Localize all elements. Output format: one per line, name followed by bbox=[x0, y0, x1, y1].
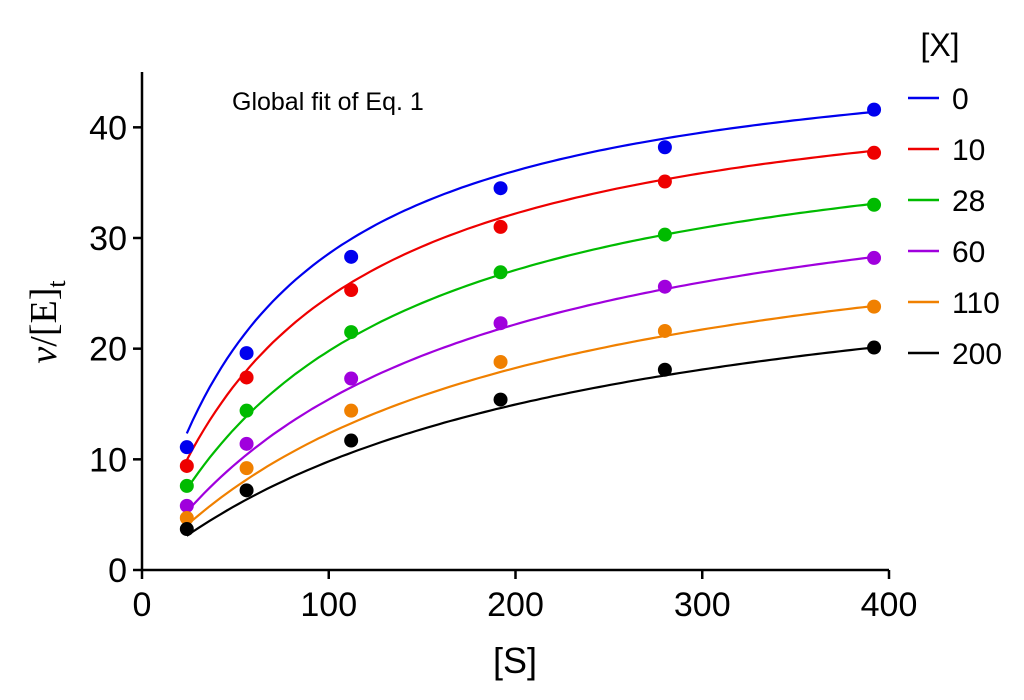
legend-label-110: 110 bbox=[952, 287, 1000, 320]
legend-label-60: 60 bbox=[952, 236, 985, 269]
fit-curve-0 bbox=[185, 110, 875, 434]
data-point-200 bbox=[344, 433, 359, 448]
legend: 0 10 28 60 110 200 bbox=[908, 83, 1002, 371]
data-point-60 bbox=[239, 436, 254, 451]
fit-curve-10 bbox=[185, 149, 875, 461]
x-tick-label: 100 bbox=[300, 586, 357, 624]
data-point-0 bbox=[344, 249, 359, 264]
data-point-200 bbox=[657, 362, 672, 377]
data-point-60 bbox=[344, 371, 359, 386]
data-point-110 bbox=[179, 510, 194, 525]
data-point-110 bbox=[344, 403, 359, 418]
y-tick-label: 40 bbox=[89, 109, 127, 147]
y-tick-label: 0 bbox=[108, 552, 127, 590]
data-point-60 bbox=[493, 316, 508, 331]
legend-label-0: 0 bbox=[952, 83, 969, 116]
y-tick-label: 30 bbox=[89, 220, 127, 258]
data-point-110 bbox=[493, 354, 508, 369]
data-points bbox=[179, 102, 882, 537]
data-point-10 bbox=[344, 283, 359, 298]
x-axis-label: [S] bbox=[493, 640, 537, 681]
fit-curve-200 bbox=[186, 346, 875, 537]
legend-label-28: 28 bbox=[952, 185, 985, 218]
data-point-28 bbox=[344, 325, 359, 340]
data-point-28 bbox=[179, 478, 194, 493]
data-point-0 bbox=[239, 346, 254, 361]
data-point-0 bbox=[179, 440, 194, 455]
data-point-0 bbox=[657, 140, 672, 155]
fit-curve-60 bbox=[185, 255, 875, 513]
annotation: Global fit of Eq. 1 bbox=[232, 88, 424, 116]
data-point-200 bbox=[493, 392, 508, 407]
data-point-200 bbox=[239, 483, 254, 498]
y-tick-label: 10 bbox=[89, 441, 127, 479]
y-axis-label-sep: /[E] bbox=[23, 288, 65, 347]
data-point-10 bbox=[493, 219, 508, 234]
data-point-0 bbox=[493, 181, 508, 196]
legend-title: [X] bbox=[920, 27, 959, 63]
data-point-60 bbox=[657, 279, 672, 294]
x-tick-label: 400 bbox=[861, 586, 918, 624]
data-point-110 bbox=[867, 299, 882, 314]
data-point-200 bbox=[867, 340, 882, 355]
y-axis-label-sub: t bbox=[42, 280, 71, 288]
y-tick-label: 20 bbox=[89, 331, 127, 369]
x-tick-label: 200 bbox=[487, 586, 544, 624]
y-axis-label: v/[E]t bbox=[23, 280, 71, 364]
data-point-10 bbox=[239, 370, 254, 385]
data-point-60 bbox=[179, 498, 194, 513]
fit-curve-28 bbox=[185, 202, 875, 490]
data-point-110 bbox=[657, 323, 672, 338]
x-tick-label: 300 bbox=[674, 586, 731, 624]
data-point-28 bbox=[493, 265, 508, 280]
data-point-28 bbox=[657, 227, 672, 242]
data-point-10 bbox=[179, 458, 194, 473]
x-tick-label: 0 bbox=[133, 586, 152, 624]
fit-curve-110 bbox=[186, 304, 875, 527]
data-point-200 bbox=[179, 522, 194, 537]
data-point-10 bbox=[867, 145, 882, 160]
data-point-0 bbox=[867, 102, 882, 117]
legend-label-200: 200 bbox=[952, 338, 1002, 371]
legend-label-10: 10 bbox=[952, 134, 985, 167]
axis-ticks: 0 100 200 300 400 0 10 20 30 40 bbox=[89, 109, 917, 624]
y-axis-label-main: v bbox=[23, 347, 65, 364]
fit-curves bbox=[185, 110, 875, 537]
data-point-110 bbox=[239, 461, 254, 476]
data-point-28 bbox=[867, 197, 882, 212]
data-point-60 bbox=[867, 250, 882, 265]
data-point-10 bbox=[657, 174, 672, 189]
data-point-28 bbox=[239, 403, 254, 418]
